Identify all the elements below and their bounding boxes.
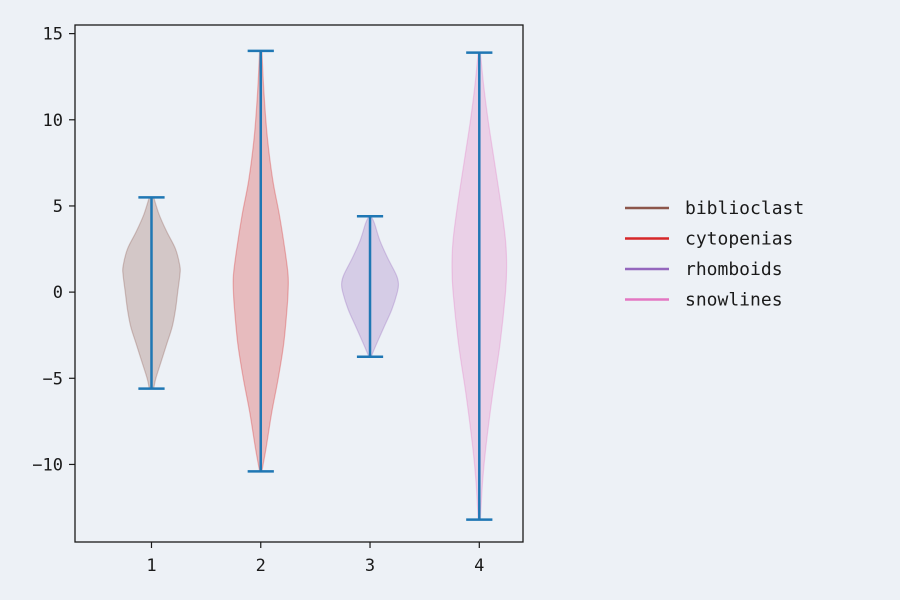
y-tick-label: −5	[43, 369, 63, 389]
y-tick-label: 0	[53, 283, 63, 303]
legend: biblioclast cytopenias rhomboids snowlines	[625, 198, 804, 311]
x-tick-label: 3	[365, 556, 375, 576]
x-axis: 1 2 3 4	[146, 542, 484, 576]
y-axis: 15 10 5 0 −5 −10	[32, 25, 75, 475]
legend-label-cytopenias: cytopenias	[685, 229, 793, 250]
y-tick-label: −10	[32, 455, 63, 475]
x-tick-label: 1	[146, 556, 156, 576]
violin-extrema	[138, 49, 493, 521]
plot-background	[75, 25, 523, 542]
legend-label-biblioclast: biblioclast	[685, 198, 804, 219]
x-tick-label: 4	[474, 556, 484, 576]
y-tick-label: 5	[53, 197, 63, 217]
x-tick-label: 2	[256, 556, 266, 576]
legend-label-snowlines: snowlines	[685, 290, 783, 311]
plot-frame	[74, 24, 524, 543]
legend-label-rhomboids: rhomboids	[685, 259, 783, 280]
y-tick-label: 15	[43, 25, 63, 45]
y-tick-label: 10	[43, 111, 63, 131]
